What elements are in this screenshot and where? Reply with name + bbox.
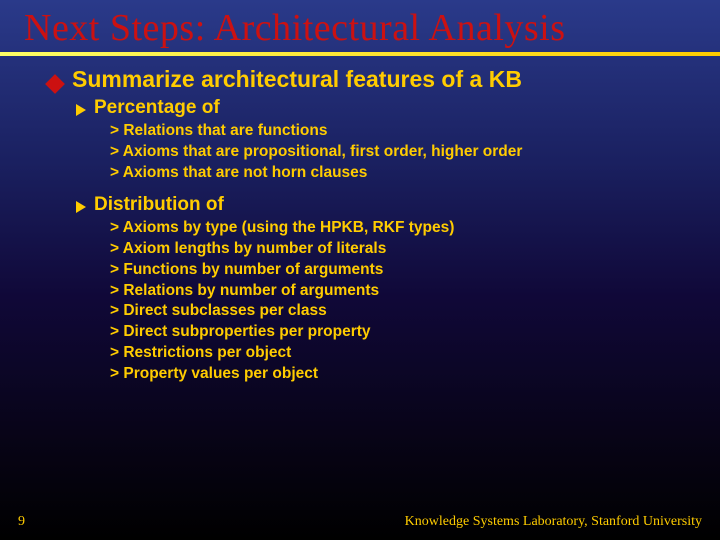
item-text: Direct subproperties per property (123, 323, 370, 340)
list-item: > Axioms by type (using the HPKB, RKF ty… (110, 218, 720, 239)
slide-footer: 9 Knowledge Systems Laboratory, Stanford… (0, 514, 720, 530)
triangle-icon (76, 104, 86, 116)
list-item: > Restrictions per object (110, 343, 720, 364)
list-item: > Relations that are functions (110, 121, 720, 142)
title-underline (0, 52, 720, 56)
list-item: > Axioms that are propositional, first o… (110, 142, 720, 163)
triangle-icon (76, 201, 86, 213)
sub-bullet-text: Percentage of (94, 97, 220, 119)
list-item: > Axioms that are not horn clauses (110, 163, 720, 184)
list-item: > Property values per object (110, 364, 720, 385)
item-text: Relations that are functions (123, 122, 327, 139)
bullet-level2: Percentage of (76, 97, 720, 119)
list-item: > Direct subclasses per class (110, 301, 720, 322)
list-item: > Relations by number of arguments (110, 281, 720, 302)
item-text: Relations by number of arguments (123, 282, 379, 299)
item-text: Axioms that are not horn clauses (123, 164, 368, 181)
bullet-level1: Summarize architectural features of a KB (48, 66, 720, 93)
slide-content: Summarize architectural features of a KB… (0, 66, 720, 385)
bullet-level2: Distribution of (76, 194, 720, 216)
diamond-icon (45, 74, 65, 94)
sub-bullet-text: Distribution of (94, 194, 224, 216)
item-text: Functions by number of arguments (123, 261, 383, 278)
list-item: > Functions by number of arguments (110, 260, 720, 281)
item-text: Axioms by type (using the HPKB, RKF type… (123, 219, 455, 236)
list-item: > Direct subproperties per property (110, 322, 720, 343)
item-text: Axioms that are propositional, first ord… (123, 143, 523, 160)
item-text: Property values per object (123, 365, 318, 382)
bullet-text: Summarize architectural features of a KB (72, 66, 522, 93)
footer-affiliation: Knowledge Systems Laboratory, Stanford U… (405, 514, 702, 530)
page-number: 9 (18, 514, 25, 530)
item-text: Restrictions per object (123, 344, 291, 361)
item-text: Direct subclasses per class (123, 302, 326, 319)
item-text: Axiom lengths by number of literals (123, 240, 387, 257)
slide-title: Next Steps: Architectural Analysis (0, 0, 720, 52)
list-item: > Axiom lengths by number of literals (110, 239, 720, 260)
